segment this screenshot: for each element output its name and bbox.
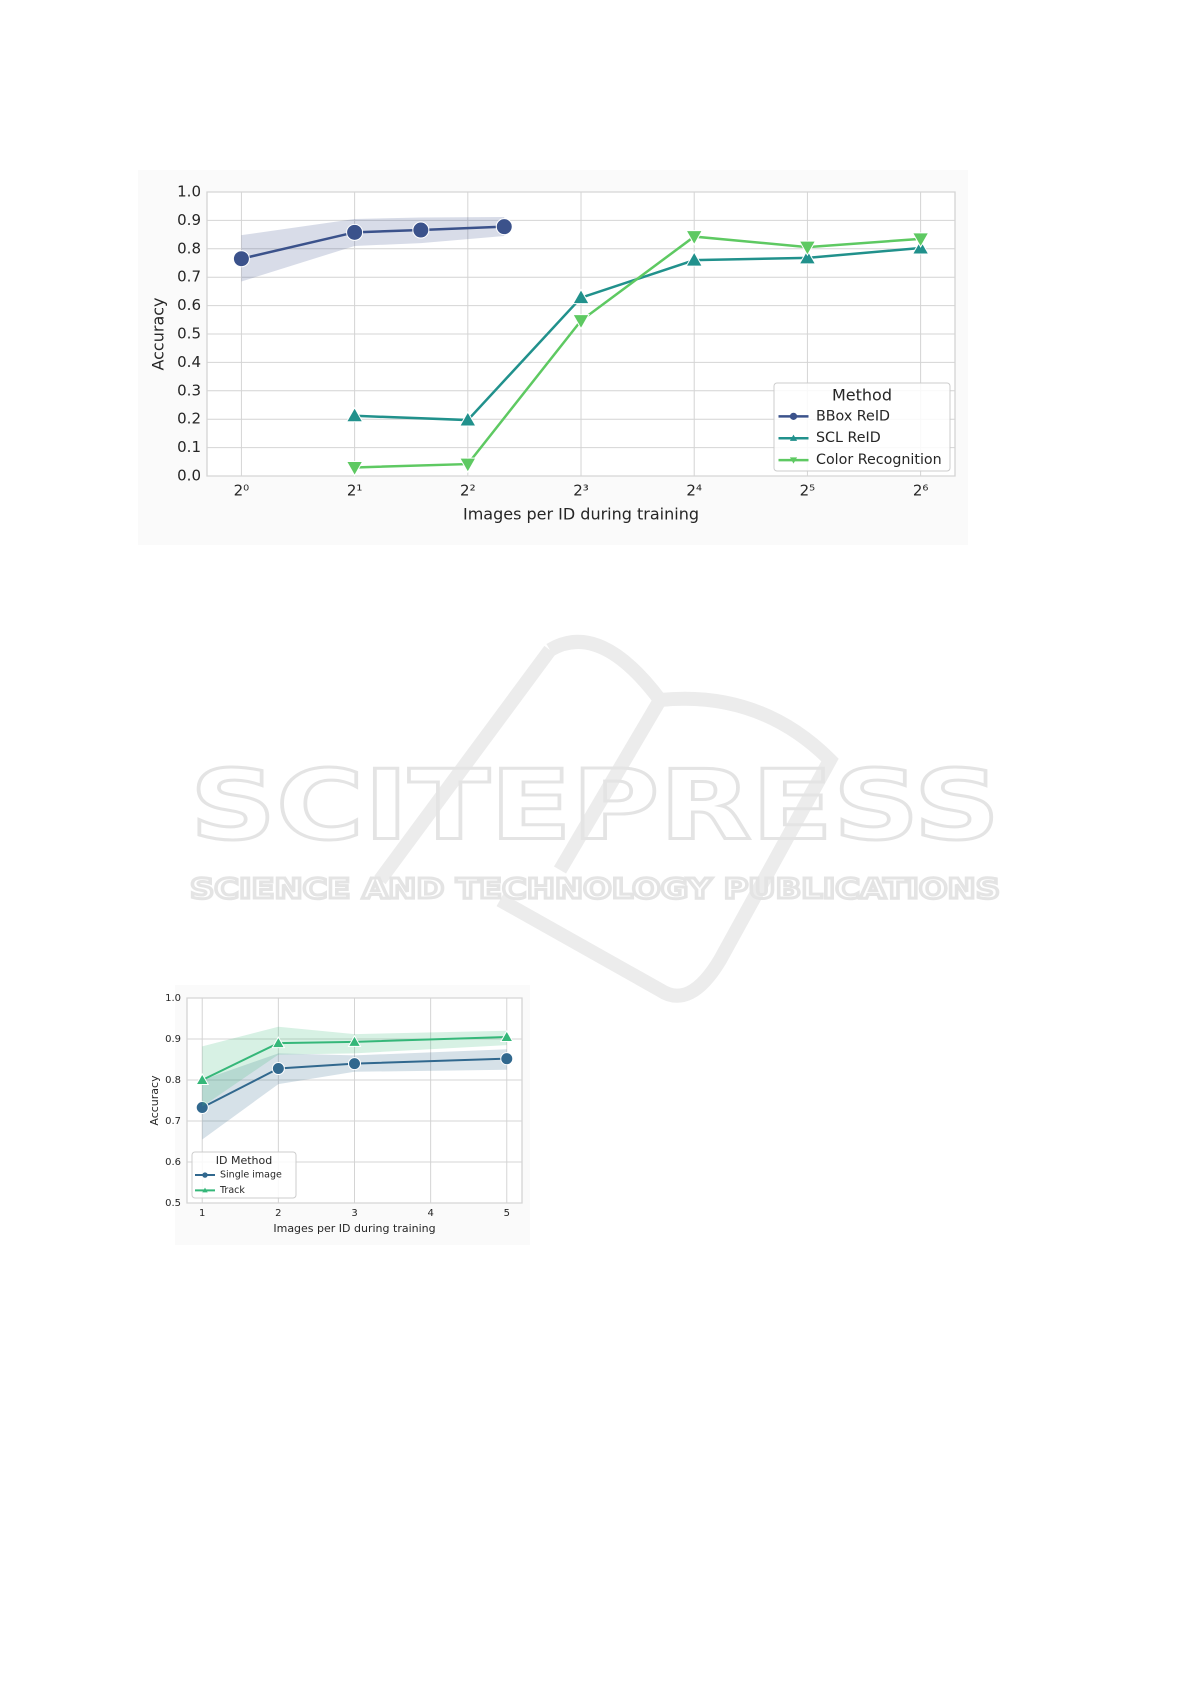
legend-label: BBox ReID: [816, 408, 890, 424]
y-tick-label: 1.0: [165, 993, 181, 1004]
x-tick-label: 1: [199, 1208, 205, 1219]
legend-label: Track: [219, 1185, 245, 1196]
x-tick-label: 3: [351, 1208, 357, 1219]
y-tick-label: 0.6: [165, 1157, 181, 1168]
series-line: [201, 1057, 507, 1109]
watermark-subtitle: SCIENCE AND TECHNOLOGY PUBLICATIONS: [190, 872, 1000, 905]
x-tick-label: 2²: [460, 482, 476, 500]
data-point: [412, 221, 430, 239]
data-point: [458, 411, 477, 427]
series-line: [201, 1035, 507, 1081]
y-tick-label: 0.8: [177, 239, 201, 257]
y-axis-label: Accuracy: [148, 1075, 161, 1126]
data-point: [345, 406, 364, 423]
series-line: [241, 225, 505, 260]
chart: 0.0 0.1 0.2 0.3 0.4 0.5 0.6 0.7 0.8 0.9 1.0 2⁰ 2¹ 2² 2…: [138, 170, 968, 545]
y-tick-label: 0.9: [177, 211, 201, 229]
chart: 0.5 0.6 0.7 0.8 0.9 1.0 1 2 3 4 5 Images per ID dur…: [148, 985, 530, 1245]
legend: ID Method Single image Track: [191, 1151, 297, 1199]
data-point: [195, 1100, 209, 1114]
x-tick-label: 2⁶: [913, 482, 929, 500]
data-point: [798, 240, 817, 257]
x-axis-label: Images per ID during training: [273, 1222, 435, 1235]
x-tick-label: 2⁰: [234, 482, 250, 500]
data-point: [271, 1062, 285, 1076]
y-tick-label: 0.8: [165, 1075, 181, 1086]
x-tick-label: 2⁵: [800, 482, 816, 500]
legend-marker: [202, 1187, 208, 1193]
data-point: [271, 1036, 286, 1049]
series-line: [354, 235, 921, 469]
y-tick-label: 0.3: [177, 381, 201, 399]
legend-title: ID Method: [216, 1154, 272, 1167]
x-tick-label: 2¹: [347, 482, 363, 500]
legend-box: [773, 382, 951, 472]
legend-label: Single image: [220, 1170, 282, 1181]
x-tick-label: 2: [275, 1208, 281, 1219]
legend-box: [191, 1151, 297, 1199]
y-tick-label: 0.4: [177, 353, 201, 371]
data-point: [685, 251, 704, 267]
y-tick-label: 1.0: [177, 183, 201, 201]
data-point: [798, 248, 817, 265]
data-point: [345, 460, 364, 477]
data-point: [572, 288, 590, 305]
data-point: [347, 1034, 362, 1047]
legend-title: Method: [832, 385, 892, 404]
y-tick-label: 0.5: [177, 325, 201, 343]
y-tick-label: 0.6: [177, 296, 201, 314]
legend: Method BBox ReID SCL ReID Color Recognition: [773, 382, 951, 472]
data-point: [495, 218, 513, 236]
x-axis-label: Images per ID during training: [463, 505, 699, 524]
data-point: [500, 1052, 514, 1066]
confidence-band: [241, 216, 505, 282]
data-point: [911, 232, 930, 248]
legend-label: Color Recognition: [816, 452, 942, 468]
data-point: [195, 1072, 210, 1085]
data-point: [458, 457, 477, 474]
x-tick-label: 5: [504, 1208, 510, 1219]
legend-marker: [202, 1172, 208, 1178]
y-tick-label: 0.0: [177, 467, 201, 485]
y-axis-label: Accuracy: [149, 297, 168, 370]
y-tick-label: 0.1: [177, 438, 201, 456]
x-tick-label: 4: [427, 1208, 433, 1219]
watermark-logo: [374, 634, 839, 1003]
data-point: [685, 230, 704, 246]
data-point: [232, 250, 250, 268]
legend-marker: [789, 457, 798, 464]
y-tick-label: 0.9: [165, 1034, 181, 1045]
y-tick-label: 0.7: [177, 268, 201, 286]
x-tick-label: 2⁴: [686, 482, 702, 500]
data-point: [346, 223, 364, 241]
y-tick-label: 0.2: [177, 410, 201, 428]
data-point: [572, 314, 590, 330]
data-point: [499, 1029, 514, 1042]
y-tick-label: 0.5: [165, 1198, 181, 1209]
y-tick-label: 0.7: [165, 1116, 181, 1127]
x-tick-label: 2³: [573, 482, 589, 500]
watermark: SCITEPRESS SCIENCE AND TECHNOLOGY PUBLIC…: [189, 634, 1002, 1003]
legend-marker: [789, 434, 798, 441]
data-point: [347, 1057, 362, 1071]
legend-label: SCL ReID: [816, 430, 881, 446]
legend-marker: [789, 412, 798, 420]
watermark-title: SCITEPRESS: [190, 749, 1000, 861]
